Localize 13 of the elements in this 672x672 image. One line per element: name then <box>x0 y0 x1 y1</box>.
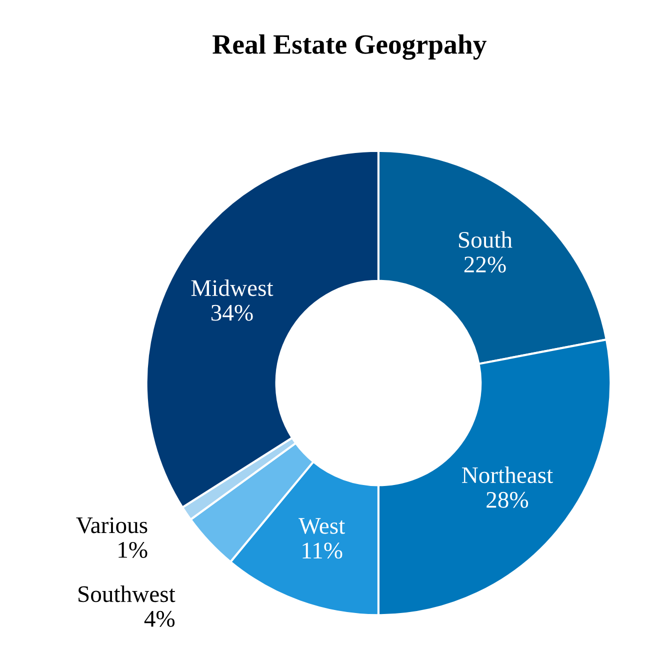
chart-title: Real Estate Geogrpahy <box>212 34 486 60</box>
data-label: 4% <box>144 610 175 627</box>
slice-label: Various <box>76 517 148 534</box>
slice-label: West <box>298 518 346 534</box>
slice-label: Midwest <box>191 279 274 296</box>
data-label: 22% <box>464 256 506 273</box>
data-label: 28% <box>486 492 528 508</box>
data-label: 34% <box>211 304 253 321</box>
data-label: 11% <box>302 542 342 559</box>
slice-label: South <box>459 231 512 248</box>
data-label: 1% <box>118 542 148 558</box>
slice-label: Northeast <box>462 466 554 484</box>
slice-label: Southwest <box>78 586 176 602</box>
